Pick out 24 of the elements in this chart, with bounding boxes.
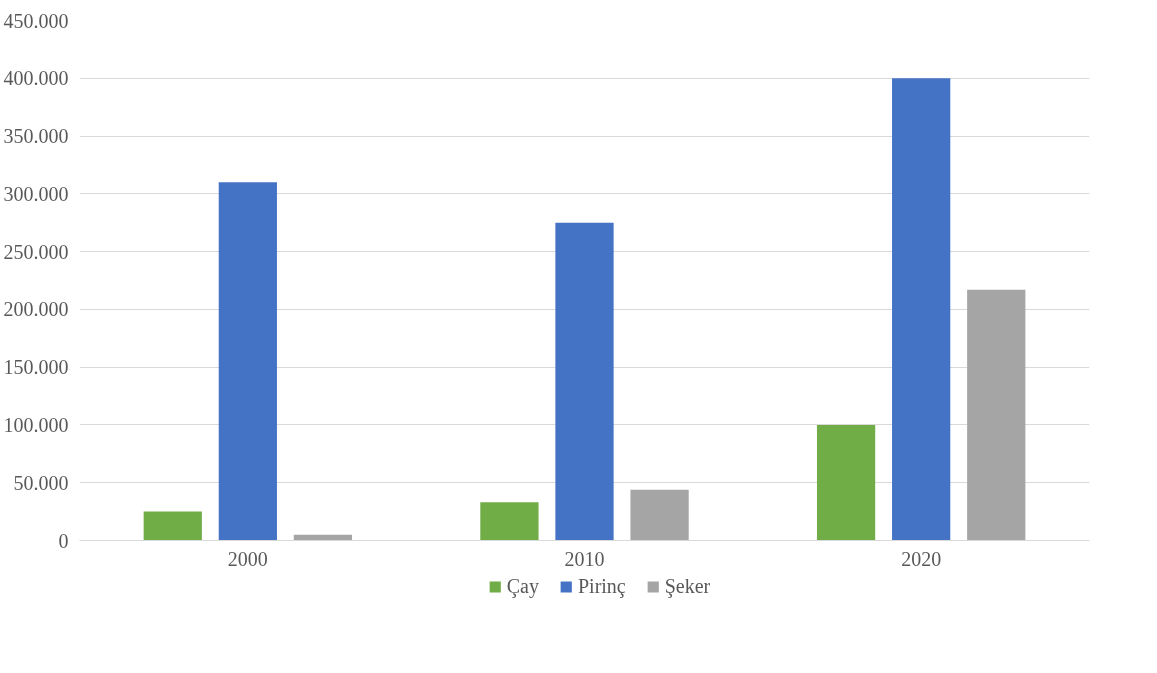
x-tick-label: 2010 <box>564 547 605 570</box>
y-tick-label: 250.000 <box>3 240 69 263</box>
x-tick-label: 2000 <box>227 547 268 570</box>
y-tick-label: 450.000 <box>3 9 69 32</box>
bar <box>816 424 876 541</box>
bar <box>480 502 539 541</box>
legend-label: Pirinç <box>577 574 626 598</box>
y-tick-label: 200.000 <box>3 298 69 321</box>
y-tick-label: 150.000 <box>3 356 69 379</box>
bar <box>555 222 614 541</box>
y-tick-label: 300.000 <box>3 182 69 205</box>
legend-label: Çay <box>506 574 539 598</box>
y-tick-label: 350.000 <box>3 125 69 148</box>
y-tick-label: 50.000 <box>13 471 69 494</box>
bar <box>967 289 1026 541</box>
y-tick-label: 400.000 <box>3 67 69 90</box>
y-tick-label: 100.000 <box>3 413 69 436</box>
bar <box>892 78 951 541</box>
bar <box>218 182 277 541</box>
bar <box>143 511 202 541</box>
legend-label: Şeker <box>664 574 711 598</box>
bar <box>630 489 689 541</box>
y-tick-label: 0 <box>58 529 69 552</box>
x-tick-label: 2020 <box>901 547 942 570</box>
